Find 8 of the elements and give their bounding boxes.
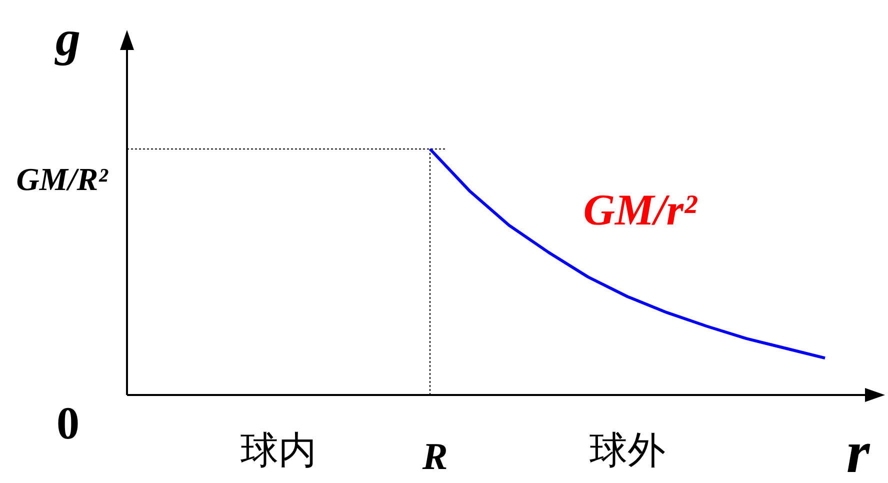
text: 球内	[240, 428, 316, 472]
text: 0	[56, 398, 80, 448]
text: R	[421, 436, 448, 478]
text: 球外	[590, 428, 666, 472]
text: g	[54, 10, 80, 66]
text: GM/R²	[16, 161, 110, 197]
x-axis-title: r	[846, 419, 870, 483]
series-label: GM/r²	[583, 186, 698, 234]
